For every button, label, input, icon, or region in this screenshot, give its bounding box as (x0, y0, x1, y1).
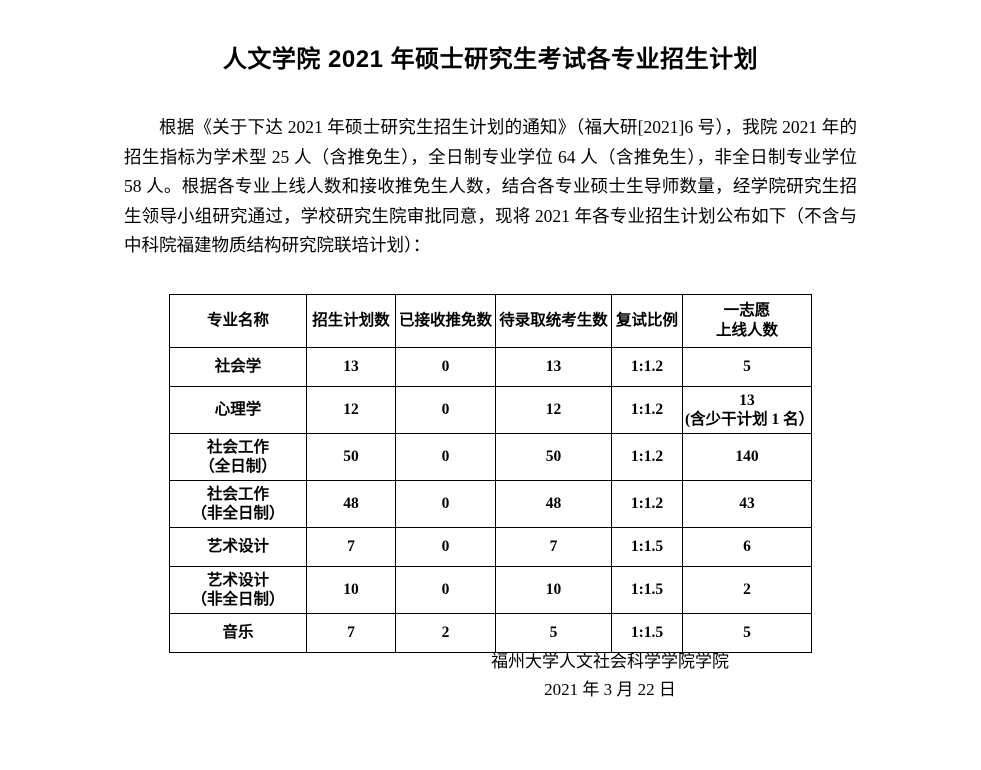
cell-major-name: 心理学 (169, 385, 307, 434)
cell-major-name: 社会学 (169, 346, 307, 387)
cell-pending: 12 (495, 385, 612, 434)
cell-above-line: 13 (含少干计划 1 名） (682, 385, 814, 434)
cell-ratio: 1:1.2 (611, 479, 683, 528)
table-row-music: 音乐 7 2 5 1:1.5 5 (169, 612, 812, 653)
cell-above-line: 5 (682, 612, 812, 653)
table-row-art-design-parttime: 艺术设计 （非全日制） 10 0 10 1:1.5 2 (169, 565, 812, 614)
table-body: 社会学 13 0 13 1:1.2 5 心理学 12 0 12 1:1.2 13… (169, 346, 814, 653)
cell-ratio: 1:1.2 (611, 385, 683, 434)
cell-major-name: 艺术设计 （非全日制） (169, 565, 307, 614)
cell-exempt: 2 (395, 612, 496, 653)
cell-above-line: 6 (682, 526, 812, 567)
cell-planned: 13 (306, 346, 396, 387)
cell-major-name: 音乐 (169, 612, 307, 653)
cell-above-line: 5 (682, 346, 812, 387)
table-header: 专业名称 招生计划数 已接收推免数 待录取统考生数 复试比例 一志愿 上线人数 (169, 293, 812, 348)
cell-ratio: 1:1.5 (611, 612, 683, 653)
cell-pending: 7 (495, 526, 612, 567)
cell-planned: 7 (306, 612, 396, 653)
cell-major-name: 艺术设计 (169, 526, 307, 567)
cell-above-line: 2 (682, 565, 812, 614)
column-header-retest-ratio: 复试比例 (611, 293, 683, 348)
signature-block: 福州大学人文社会科学学院学院 2021 年 3 月 22 日 (455, 648, 765, 704)
cell-planned: 7 (306, 526, 396, 567)
cell-pending: 50 (495, 432, 612, 481)
cell-exempt: 0 (395, 346, 496, 387)
cell-exempt: 0 (395, 565, 496, 614)
page-title: 人文学院 2021 年硕士研究生考试各专业招生计划 (222, 46, 759, 73)
table-row-sociology: 社会学 13 0 13 1:1.2 5 (169, 346, 812, 387)
cell-planned: 10 (306, 565, 396, 614)
cell-pending: 13 (495, 346, 612, 387)
signature-org: 福州大学人文社会科学学院学院 (491, 652, 729, 671)
admission-plan-table: 专业名称 招生计划数 已接收推免数 待录取统考生数 复试比例 一志愿 上线人数 … (169, 293, 814, 653)
cell-major-name: 社会工作 （全日制） (169, 432, 307, 481)
cell-ratio: 1:1.2 (611, 432, 683, 481)
table-row-psychology: 心理学 12 0 12 1:1.2 13 (含少干计划 1 名） (169, 385, 814, 434)
cell-planned: 50 (306, 432, 396, 481)
cell-major-name: 社会工作 （非全日制） (169, 479, 307, 528)
cell-pending: 5 (495, 612, 612, 653)
table-row-social-work-fulltime: 社会工作 （全日制） 50 0 50 1:1.2 140 (169, 432, 812, 481)
column-header-pending-exam-admits: 待录取统考生数 (495, 293, 612, 348)
cell-ratio: 1:1.5 (611, 565, 683, 614)
cell-pending: 10 (495, 565, 612, 614)
table-header-row: 专业名称 招生计划数 已接收推免数 待录取统考生数 复试比例 一志愿 上线人数 (169, 293, 812, 348)
column-header-first-choice-above-line: 一志愿 上线人数 (682, 293, 812, 348)
cell-ratio: 1:1.2 (611, 346, 683, 387)
intro-paragraph: 根据《关于下达 2021 年硕士研究生招生计划的通知》（福大研[2021]6 号… (124, 117, 857, 255)
cell-planned: 48 (306, 479, 396, 528)
cell-exempt: 0 (395, 385, 496, 434)
cell-exempt: 0 (395, 526, 496, 567)
column-header-major-name: 专业名称 (169, 293, 307, 348)
cell-exempt: 0 (395, 432, 496, 481)
cell-ratio: 1:1.5 (611, 526, 683, 567)
cell-exempt: 0 (395, 479, 496, 528)
cell-above-line: 43 (682, 479, 812, 528)
table-row-social-work-parttime: 社会工作 （非全日制） 48 0 48 1:1.2 43 (169, 479, 812, 528)
column-header-accepted-exempt: 已接收推免数 (395, 293, 496, 348)
cell-planned: 12 (306, 385, 396, 434)
cell-above-line: 140 (682, 432, 812, 481)
column-header-planned-enrollment: 招生计划数 (306, 293, 396, 348)
cell-pending: 48 (495, 479, 612, 528)
signature-date: 2021 年 3 月 22 日 (544, 680, 676, 699)
table-row-art-design: 艺术设计 7 0 7 1:1.5 6 (169, 526, 812, 567)
